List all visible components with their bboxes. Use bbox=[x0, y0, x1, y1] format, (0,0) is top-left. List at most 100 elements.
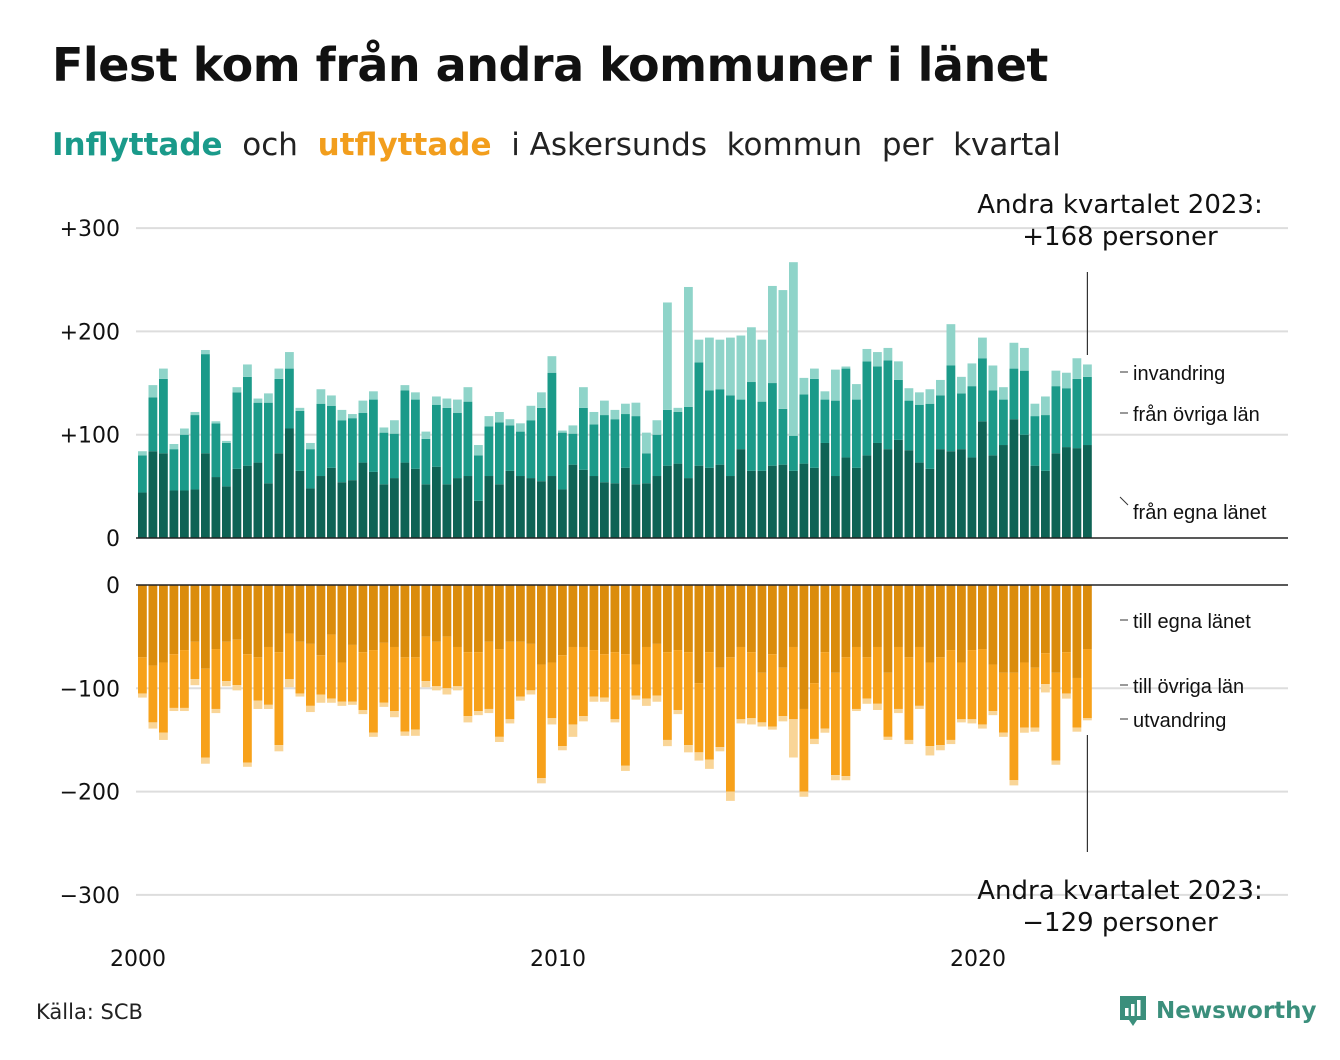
annotations: Andra kvartalet 2023:+168 personerAndra … bbox=[977, 190, 1262, 938]
bar-out-segment bbox=[253, 585, 263, 658]
bar-in-segment bbox=[988, 390, 998, 456]
bar-in-segment bbox=[568, 425, 578, 434]
bar-out-segment bbox=[799, 585, 809, 709]
bar-out-segment bbox=[505, 641, 515, 720]
bar-in-segment bbox=[799, 377, 809, 395]
bar-out-segment bbox=[264, 704, 273, 709]
bar-in-segment bbox=[978, 358, 987, 422]
bar-in-segment bbox=[537, 481, 546, 538]
bar-out-segment bbox=[694, 683, 704, 753]
bar-in-segment bbox=[327, 467, 336, 538]
bar-in-segment bbox=[1009, 368, 1019, 420]
bar-in-segment bbox=[285, 428, 294, 538]
bar-out-segment bbox=[1051, 760, 1061, 765]
bar-in-segment bbox=[946, 451, 956, 538]
bar-out-segment bbox=[757, 585, 767, 673]
bar-out-segment bbox=[474, 652, 483, 712]
bar-out-segment bbox=[159, 662, 168, 733]
bar-in-segment bbox=[841, 457, 851, 538]
bar-out-segment bbox=[663, 739, 672, 747]
bar-out-segment bbox=[862, 698, 872, 704]
bar-in-segment bbox=[694, 339, 704, 363]
bar-in-segment bbox=[379, 484, 389, 538]
bar-in-segment bbox=[148, 451, 158, 538]
bar-out-segment bbox=[159, 732, 168, 740]
bar-out-segment bbox=[883, 736, 893, 740]
bar-out-segment bbox=[810, 738, 819, 745]
bar-out-segment bbox=[547, 662, 557, 719]
bar-in-segment bbox=[1062, 372, 1071, 389]
bar-in-segment bbox=[411, 392, 420, 400]
bar-out-segment bbox=[421, 681, 431, 688]
bar-out-segment bbox=[600, 697, 609, 702]
bar-in-segment bbox=[159, 368, 168, 379]
bar-in-segment bbox=[201, 354, 210, 454]
series-legend: invandring från övriga län från egna länet… bbox=[1119, 363, 1267, 732]
bar-in-segment bbox=[715, 464, 725, 538]
bar-out-segment bbox=[337, 662, 347, 702]
bar-in-segment bbox=[831, 400, 840, 477]
bar-out-segment bbox=[1062, 693, 1071, 699]
bar-out-segment bbox=[1009, 585, 1019, 673]
bar-in-segment bbox=[589, 411, 599, 425]
bar-in-segment bbox=[148, 397, 158, 452]
bar-out-segment bbox=[516, 585, 525, 642]
bar-in-segment bbox=[285, 352, 294, 369]
bar-out-segment bbox=[211, 649, 221, 709]
legend-label-out: utvandring bbox=[1133, 710, 1226, 732]
bar-out-segment bbox=[1030, 667, 1040, 728]
bar-out-segment bbox=[421, 636, 431, 682]
bar-in-segment bbox=[999, 445, 1008, 538]
bar-out-segment bbox=[1062, 585, 1071, 653]
bar-out-segment bbox=[694, 752, 704, 761]
bar-in-segment bbox=[778, 464, 788, 538]
bar-out-segment bbox=[274, 745, 284, 752]
bar-in-segment bbox=[159, 453, 168, 538]
bar-in-segment bbox=[684, 286, 693, 407]
bar-out-segment bbox=[642, 585, 651, 647]
bar-out-segment bbox=[621, 654, 630, 766]
bar-in-segment bbox=[705, 337, 714, 391]
bar-in-segment bbox=[1072, 378, 1082, 449]
bar-in-segment bbox=[369, 471, 378, 538]
bar-in-segment bbox=[190, 489, 200, 538]
bar-out-segment bbox=[358, 585, 368, 653]
bar-in-segment bbox=[1020, 434, 1029, 538]
bar-out-segment bbox=[190, 641, 200, 680]
bar-out-segment bbox=[747, 652, 756, 719]
bar-out-segment bbox=[936, 745, 945, 751]
bar-out-segment bbox=[180, 707, 189, 712]
bar-in-segment bbox=[663, 409, 672, 466]
bar-out-segment bbox=[463, 585, 473, 653]
bar-in-segment bbox=[789, 470, 798, 538]
bar-in-segment bbox=[820, 391, 830, 400]
bar-out-segment bbox=[358, 709, 368, 715]
bar-in-segment bbox=[411, 468, 420, 538]
bar-out-segment bbox=[1062, 652, 1071, 694]
bar-in-segment bbox=[453, 478, 462, 538]
bar-out-segment bbox=[1020, 662, 1029, 728]
brand-name: Newsworthy bbox=[1156, 998, 1317, 1024]
bar-out-segment bbox=[1009, 780, 1019, 786]
bar-in-segment bbox=[138, 492, 147, 538]
bar-in-segment bbox=[253, 398, 263, 403]
bar-in-segment bbox=[547, 476, 557, 538]
bar-in-segment bbox=[1041, 470, 1050, 538]
bar-in-segment bbox=[264, 483, 273, 538]
bar-in-segment bbox=[778, 290, 788, 409]
bar-out-segment bbox=[169, 585, 179, 655]
bar-in-segment bbox=[453, 399, 462, 414]
bar-in-segment bbox=[589, 424, 599, 477]
bar-out-segment bbox=[946, 739, 956, 745]
bar-out-segment bbox=[1041, 585, 1050, 654]
bar-out-segment bbox=[925, 746, 935, 756]
bar-in-segment bbox=[180, 428, 189, 435]
bar-out-segment bbox=[673, 709, 683, 715]
bar-in-segment bbox=[1020, 347, 1029, 371]
bar-out-segment bbox=[999, 672, 1008, 733]
bar-in-segment bbox=[453, 413, 462, 479]
bar-in-segment bbox=[484, 416, 494, 427]
bar-out-segment bbox=[715, 747, 725, 752]
bar-in-segment bbox=[1051, 386, 1061, 454]
bar-out-segment bbox=[810, 683, 819, 739]
